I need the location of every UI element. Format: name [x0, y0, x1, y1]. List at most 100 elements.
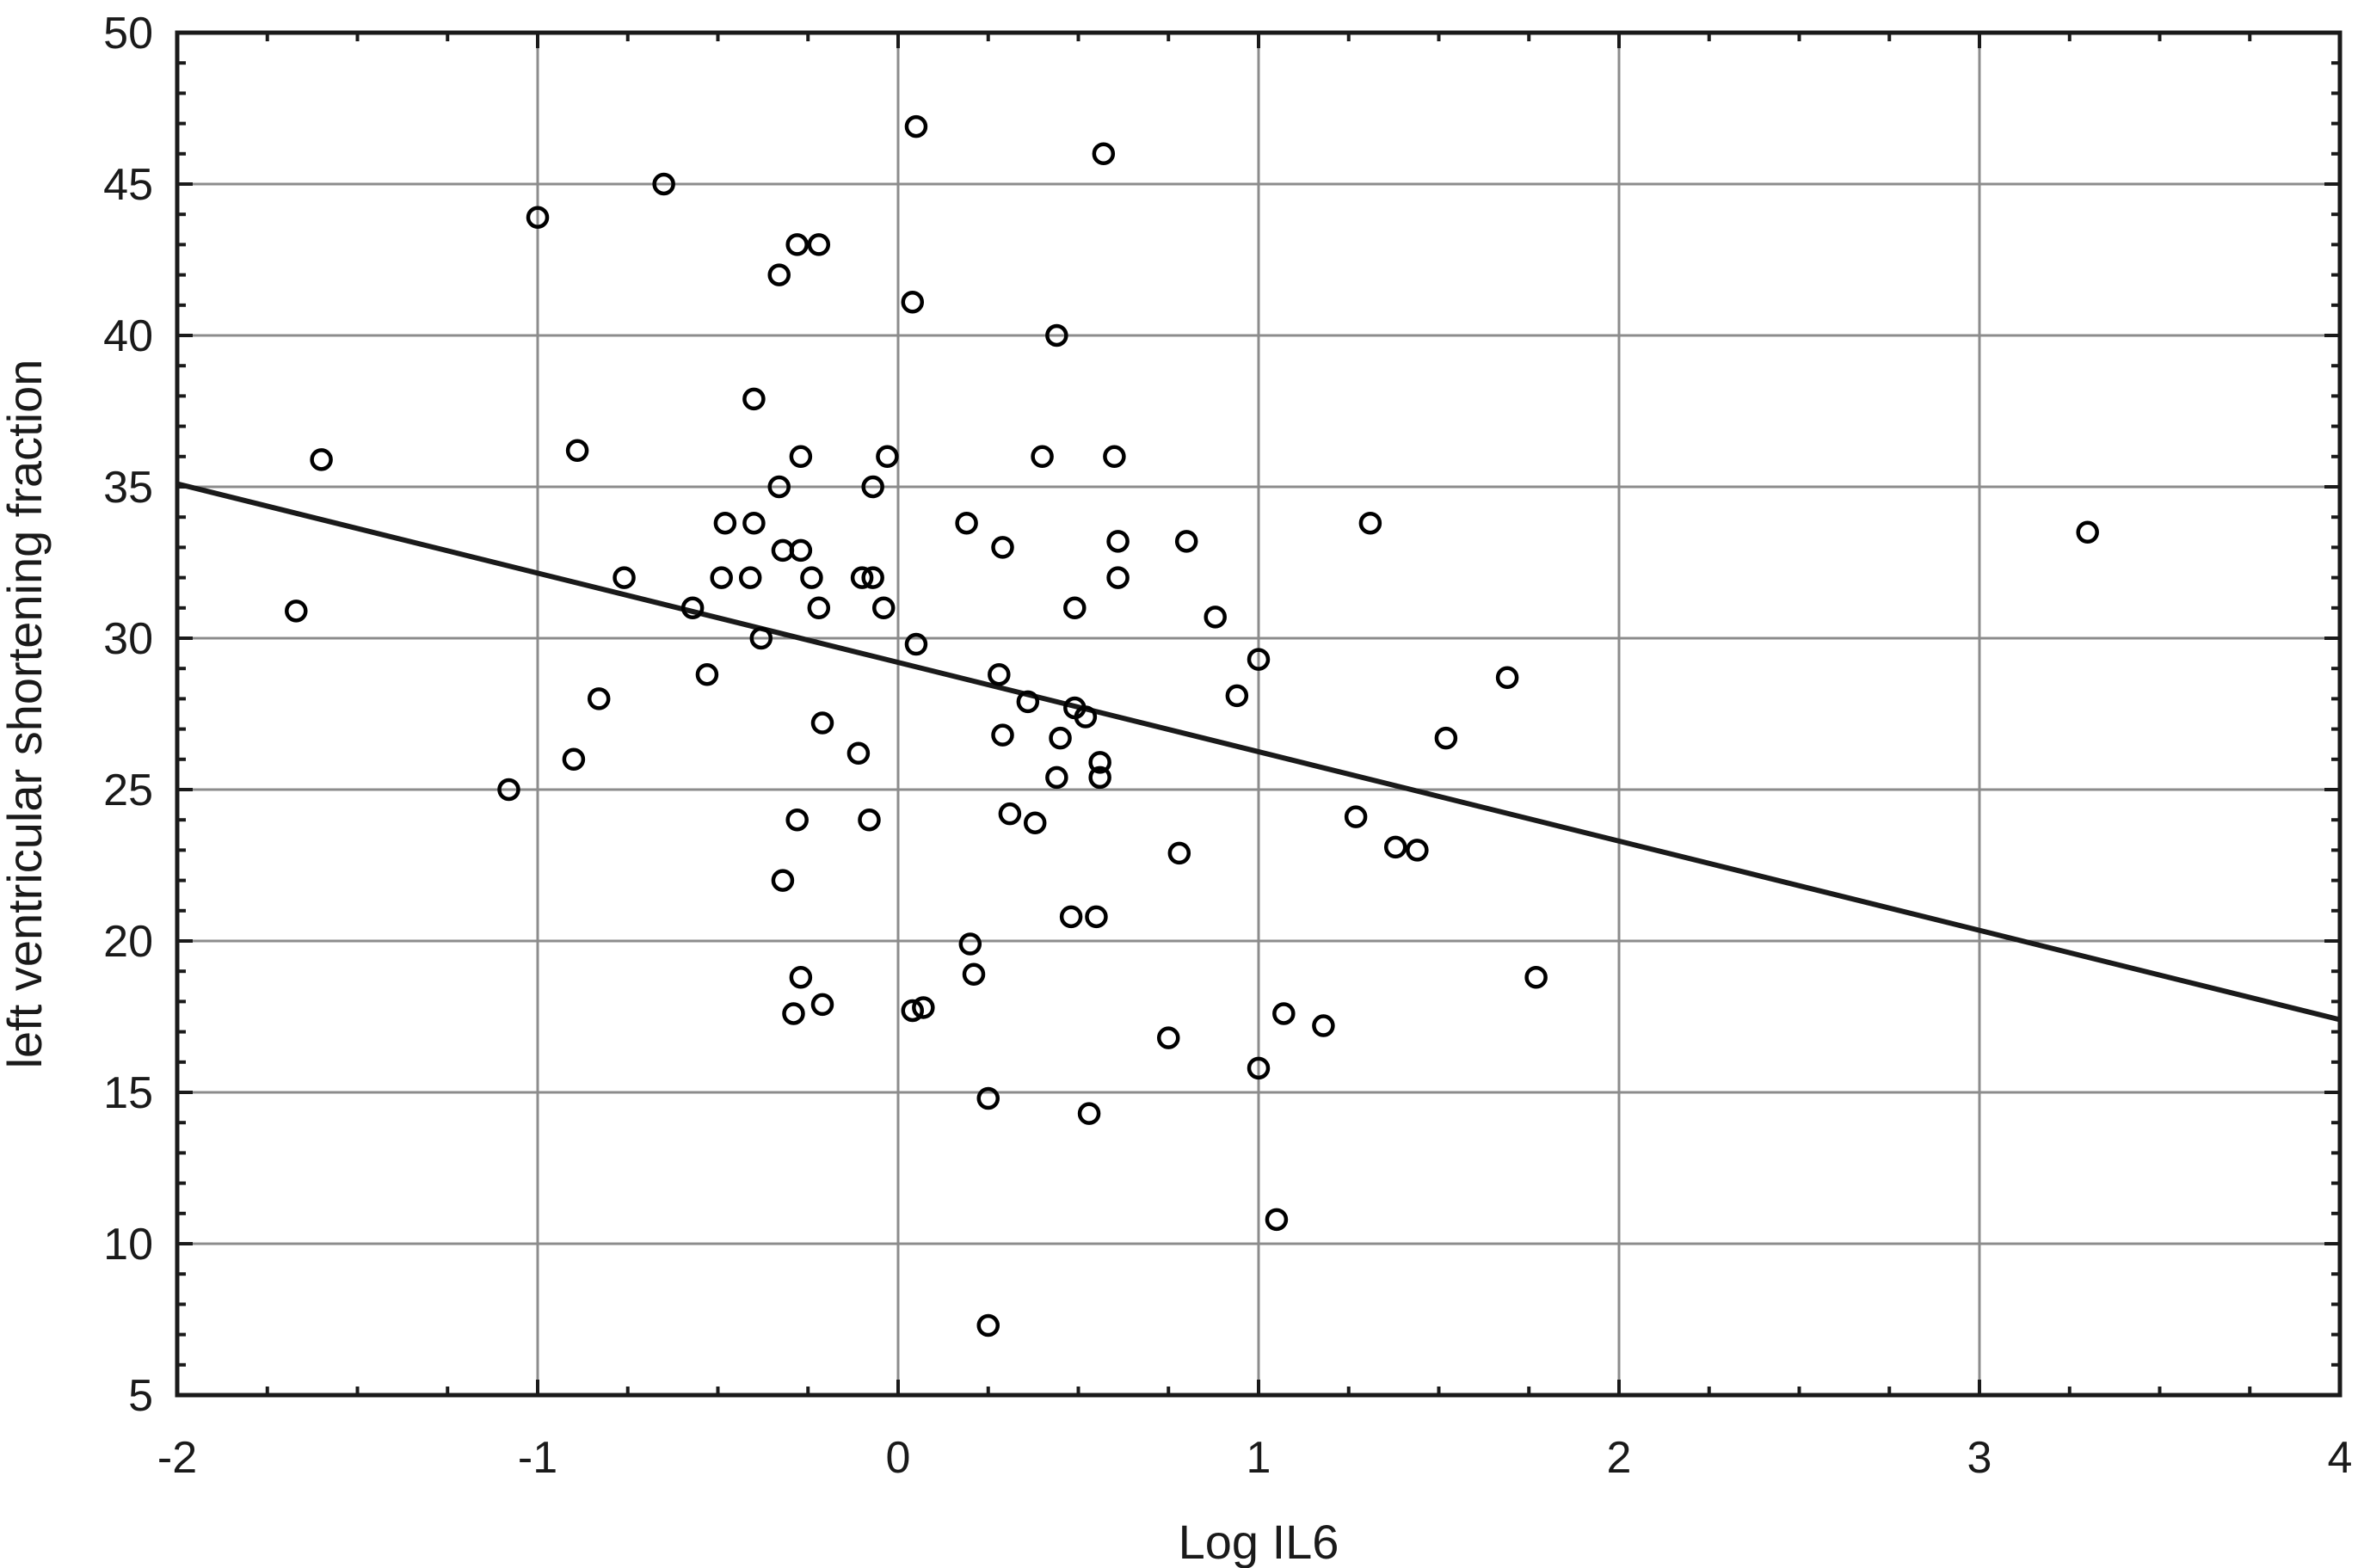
data-point: [976, 1086, 1000, 1110]
data-point: [871, 596, 896, 620]
data-point: [1312, 1014, 1335, 1037]
x-axis-label: Log IL6: [1179, 1515, 1339, 1568]
data-point: [742, 387, 766, 411]
data-point: [1247, 1056, 1271, 1080]
x-tick-label: 2: [1607, 1433, 1632, 1483]
data-point: [991, 723, 1014, 747]
data-point: [285, 600, 308, 623]
data-point: [955, 511, 978, 535]
data-point: [1059, 905, 1083, 929]
data-point: [695, 662, 719, 686]
x-tick-labels: -2 -1 0 1 2 3 4: [157, 1433, 2353, 1483]
data-point: [767, 263, 791, 286]
data-point: [562, 747, 586, 772]
data-point: [861, 475, 884, 499]
data-point: [1031, 445, 1054, 469]
y-tick-label: 40: [103, 311, 153, 361]
data-point: [1383, 835, 1407, 859]
data-point: [1247, 648, 1271, 671]
gridlines: [177, 33, 2340, 1395]
y-tick-label: 35: [103, 463, 153, 513]
data-point: [904, 632, 928, 656]
data-point: [767, 475, 791, 499]
data-points: [285, 114, 2099, 1337]
y-tick-label: 30: [103, 614, 153, 664]
data-point: [1092, 142, 1116, 166]
data-point: [713, 511, 737, 535]
data-point: [800, 566, 823, 589]
data-point: [652, 172, 675, 196]
data-point: [1085, 905, 1108, 929]
data-point: [1106, 530, 1130, 553]
data-point: [680, 596, 705, 620]
y-tick-label: 50: [103, 9, 153, 58]
y-tick-label: 45: [103, 160, 153, 210]
data-point: [565, 439, 589, 463]
data-point: [1106, 566, 1130, 589]
data-point: [526, 206, 550, 229]
data-point: [789, 445, 813, 469]
data-point: [962, 962, 986, 986]
data-point: [1265, 1208, 1289, 1232]
data-point: [789, 538, 813, 563]
data-point: [876, 445, 899, 469]
y-tick-label: 5: [128, 1371, 153, 1421]
data-point: [1344, 805, 1368, 828]
data-point: [988, 662, 1011, 686]
data-point: [1088, 751, 1111, 774]
data-point: [850, 566, 874, 589]
data-point: [771, 869, 795, 892]
data-point: [1225, 684, 1249, 708]
data-point: [613, 566, 636, 589]
data-point: [1074, 705, 1098, 729]
data-point: [810, 711, 834, 735]
data-point: [1272, 1002, 1296, 1025]
data-point: [846, 741, 871, 766]
data-point: [807, 596, 831, 620]
data-point: [958, 932, 982, 956]
data-point: [901, 999, 925, 1023]
data-point: [807, 233, 831, 256]
x-tick-label: -1: [518, 1433, 557, 1483]
data-point: [976, 1313, 1000, 1337]
data-point: [1358, 511, 1382, 535]
data-point: [1016, 690, 1040, 714]
regression-line: [176, 481, 2341, 1023]
data-point: [901, 291, 925, 314]
data-point: [1174, 530, 1198, 553]
data-point: [1088, 766, 1111, 790]
data-point: [782, 1002, 805, 1025]
data-point: [998, 802, 1022, 826]
data-point: [785, 233, 809, 256]
data-point: [1045, 766, 1068, 790]
plot-border: [175, 30, 2342, 1398]
data-point: [1167, 841, 1191, 865]
data-point: [904, 114, 928, 138]
data-point: [1049, 726, 1072, 750]
y-tick-label: 20: [103, 917, 153, 967]
data-point: [912, 996, 935, 1019]
y-tick-label: 10: [103, 1220, 153, 1270]
x-tick-label: -2: [157, 1433, 197, 1483]
data-point: [2076, 520, 2099, 544]
data-point: [1023, 811, 1047, 834]
data-point: [749, 626, 773, 650]
data-point: [785, 808, 809, 832]
data-point: [1103, 445, 1126, 469]
data-point: [497, 778, 520, 802]
y-axis-label: left ventricular shortening fraction: [0, 360, 52, 1069]
data-point: [310, 448, 333, 471]
data-point: [742, 511, 766, 535]
data-point: [1045, 323, 1068, 347]
x-tick-label: 3: [1967, 1433, 1992, 1483]
data-point: [1406, 839, 1429, 862]
data-point: [1077, 1102, 1101, 1125]
data-point: [991, 536, 1014, 559]
data-point: [1495, 666, 1519, 690]
data-point: [1157, 1026, 1180, 1049]
y-tick-label: 25: [103, 766, 153, 815]
data-point: [710, 566, 733, 589]
y-tick-labels: 5 10 15 20 25 30 35 40 45 50: [103, 9, 153, 1421]
